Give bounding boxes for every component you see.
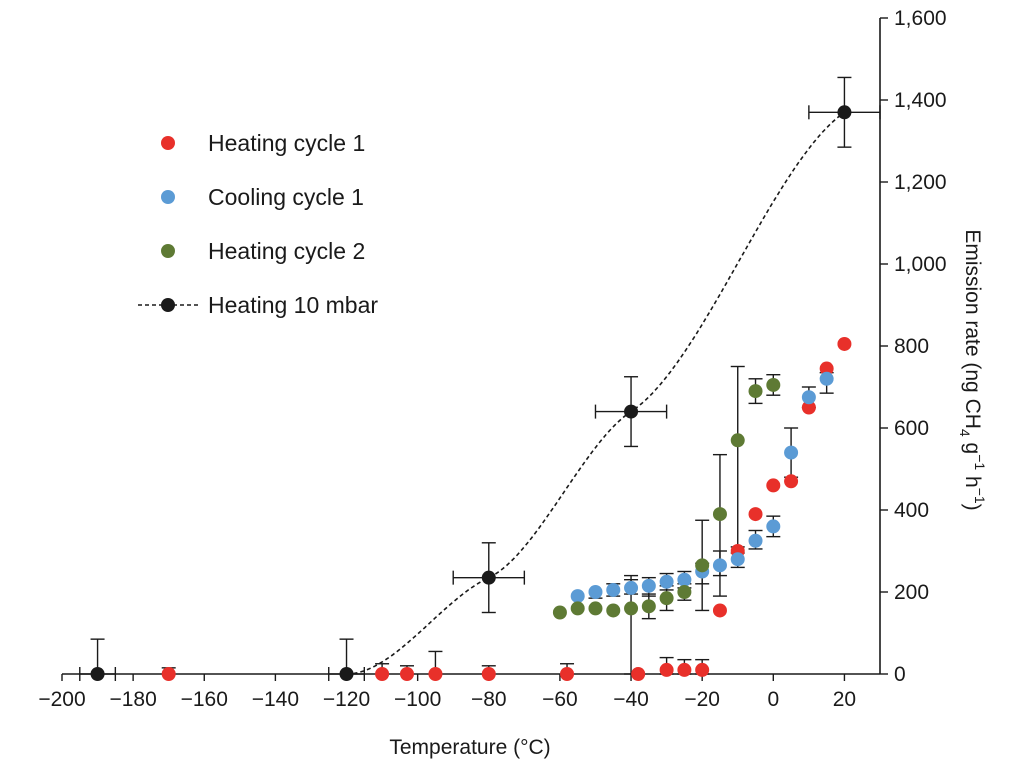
y-tick-label: 1,600 [894,7,947,30]
y-tick-label: 200 [894,581,929,604]
y-tick-label: 1,200 [894,171,947,194]
heating-cycle-1-point [428,667,443,681]
y-tick-label: 600 [894,417,929,440]
y-axis-title-sup1: −1 [972,454,988,470]
heating-10-mbar-point [339,667,354,681]
y-axis-title-sup2: −1 [972,488,988,504]
heating-cycle-1-point [399,667,414,681]
cooling-cycle-1-point [641,578,656,593]
x-tick-label: 0 [767,688,779,711]
x-tick-label: −60 [542,688,578,711]
legend-label-heating-cycle-2: Heating cycle 2 [208,238,365,264]
legend: Heating cycle 1 Cooling cycle 1 Heating cy… [138,130,378,318]
heating-cycle-1-point [748,507,763,522]
heating-cycle-2-point [659,591,674,606]
x-tick-label: −160 [181,688,228,711]
heating-10-mbar-point [624,404,639,419]
cooling-cycle-1-point [606,582,621,597]
cooling-cycle-1-point [819,371,834,386]
y-axis-title-end: ) [961,504,984,511]
cooling-cycle-1-point [659,574,674,589]
cooling-cycle-1-point [677,572,692,587]
heating-cycle-1-point [677,662,692,677]
heating-cycle-2-point [570,601,585,616]
legend-marker-cooling-cycle-1 [161,190,175,204]
legend-marker-heating-cycle-1 [161,136,175,150]
cooling-cycle-1-point [624,580,639,595]
legend-marker-heating-10-mbar [161,298,175,312]
heating-cycle-2-point [766,377,781,392]
data-points-group [90,105,852,681]
heating-cycle-1-point [801,400,816,415]
cooling-cycle-1-point [730,552,745,567]
fit-curve-group [346,111,845,675]
y-axis-title-mid2: h [961,470,984,488]
heating-cycle-1-point [481,667,496,681]
heating-cycle-1-point [659,662,674,677]
cooling-cycle-1-point [588,585,603,599]
legend-label-heating-cycle-1: Heating cycle 1 [208,130,365,156]
x-tick-label: −120 [323,688,370,711]
heating-cycle-1-point [766,478,781,493]
y-tick-label: 400 [894,499,929,522]
x-tick-label: −200 [38,688,85,711]
y-axis-title: Emission rate (ng CH4 g−1 h−1) [957,229,988,510]
x-tick-label: −40 [613,688,649,711]
legend-label-heating-10-mbar: Heating 10 mbar [208,292,378,318]
heating-10-mbar-point [90,667,105,681]
heating-cycle-1-point [560,667,575,681]
x-tick-label: 20 [833,688,856,711]
heating-10-mbar-point [481,570,496,585]
cooling-cycle-1-point [766,519,781,534]
x-tick-label: −20 [684,688,720,711]
x-tick-label: −100 [394,688,441,711]
cooling-cycle-1-point [748,533,763,548]
y-tick-label: 0 [894,663,906,686]
heating-cycle-1-point [819,361,834,376]
x-tick-label: −80 [471,688,507,711]
heating-cycle-2-point [624,601,639,616]
legend-label-cooling-cycle-1: Cooling cycle 1 [208,184,364,210]
heating-10-mbar-point [837,105,852,120]
heating-cycle-2-point [730,433,745,448]
x-axis-title: Temperature (°C) [389,736,550,759]
y-axis-title-sub: 4 [957,429,973,437]
heating-cycle-1-point [631,667,646,681]
heating-cycle-2-point [677,585,692,599]
x-tick-label: −140 [252,688,299,711]
cooling-cycle-1-point [784,445,799,460]
cooling-cycle-1-point [570,589,585,604]
heating-cycle-1-point [712,603,727,618]
heating-cycle-1-point [784,474,799,489]
y-tick-label: 800 [894,335,929,358]
heating-cycle-1-point [837,336,852,351]
heating-cycle-2-point [641,599,656,614]
error-bars-group [79,76,881,681]
axes: −200 −180 −160 −140 −120 −100 −80 −60 −40 −20 0 200… [38,7,946,711]
y-tick-label: 1,000 [894,253,947,276]
cooling-cycle-1-point [801,390,816,405]
heating-cycle-2-point [712,507,727,522]
heating-cycle-2-point [606,603,621,618]
legend-marker-heating-cycle-2 [161,244,175,258]
heating-cycle-1-point [375,667,390,681]
y-tick-label: 1,400 [894,89,947,112]
heating-cycle-1-point [161,667,176,681]
heating-cycle-2-point [748,384,763,399]
y-axis-title-mid: g [961,437,984,455]
y-axis-title-main: Emission rate (ng CH [961,229,984,429]
x-tick-label: −180 [109,688,156,711]
heating-cycle-2-point [552,605,567,620]
heating-cycle-1-point [695,662,710,677]
heating-10-mbar-fit-line [346,111,845,675]
cooling-cycle-1-point [712,558,727,573]
heating-cycle-2-point [588,601,603,616]
heating-cycle-2-point [695,558,710,573]
